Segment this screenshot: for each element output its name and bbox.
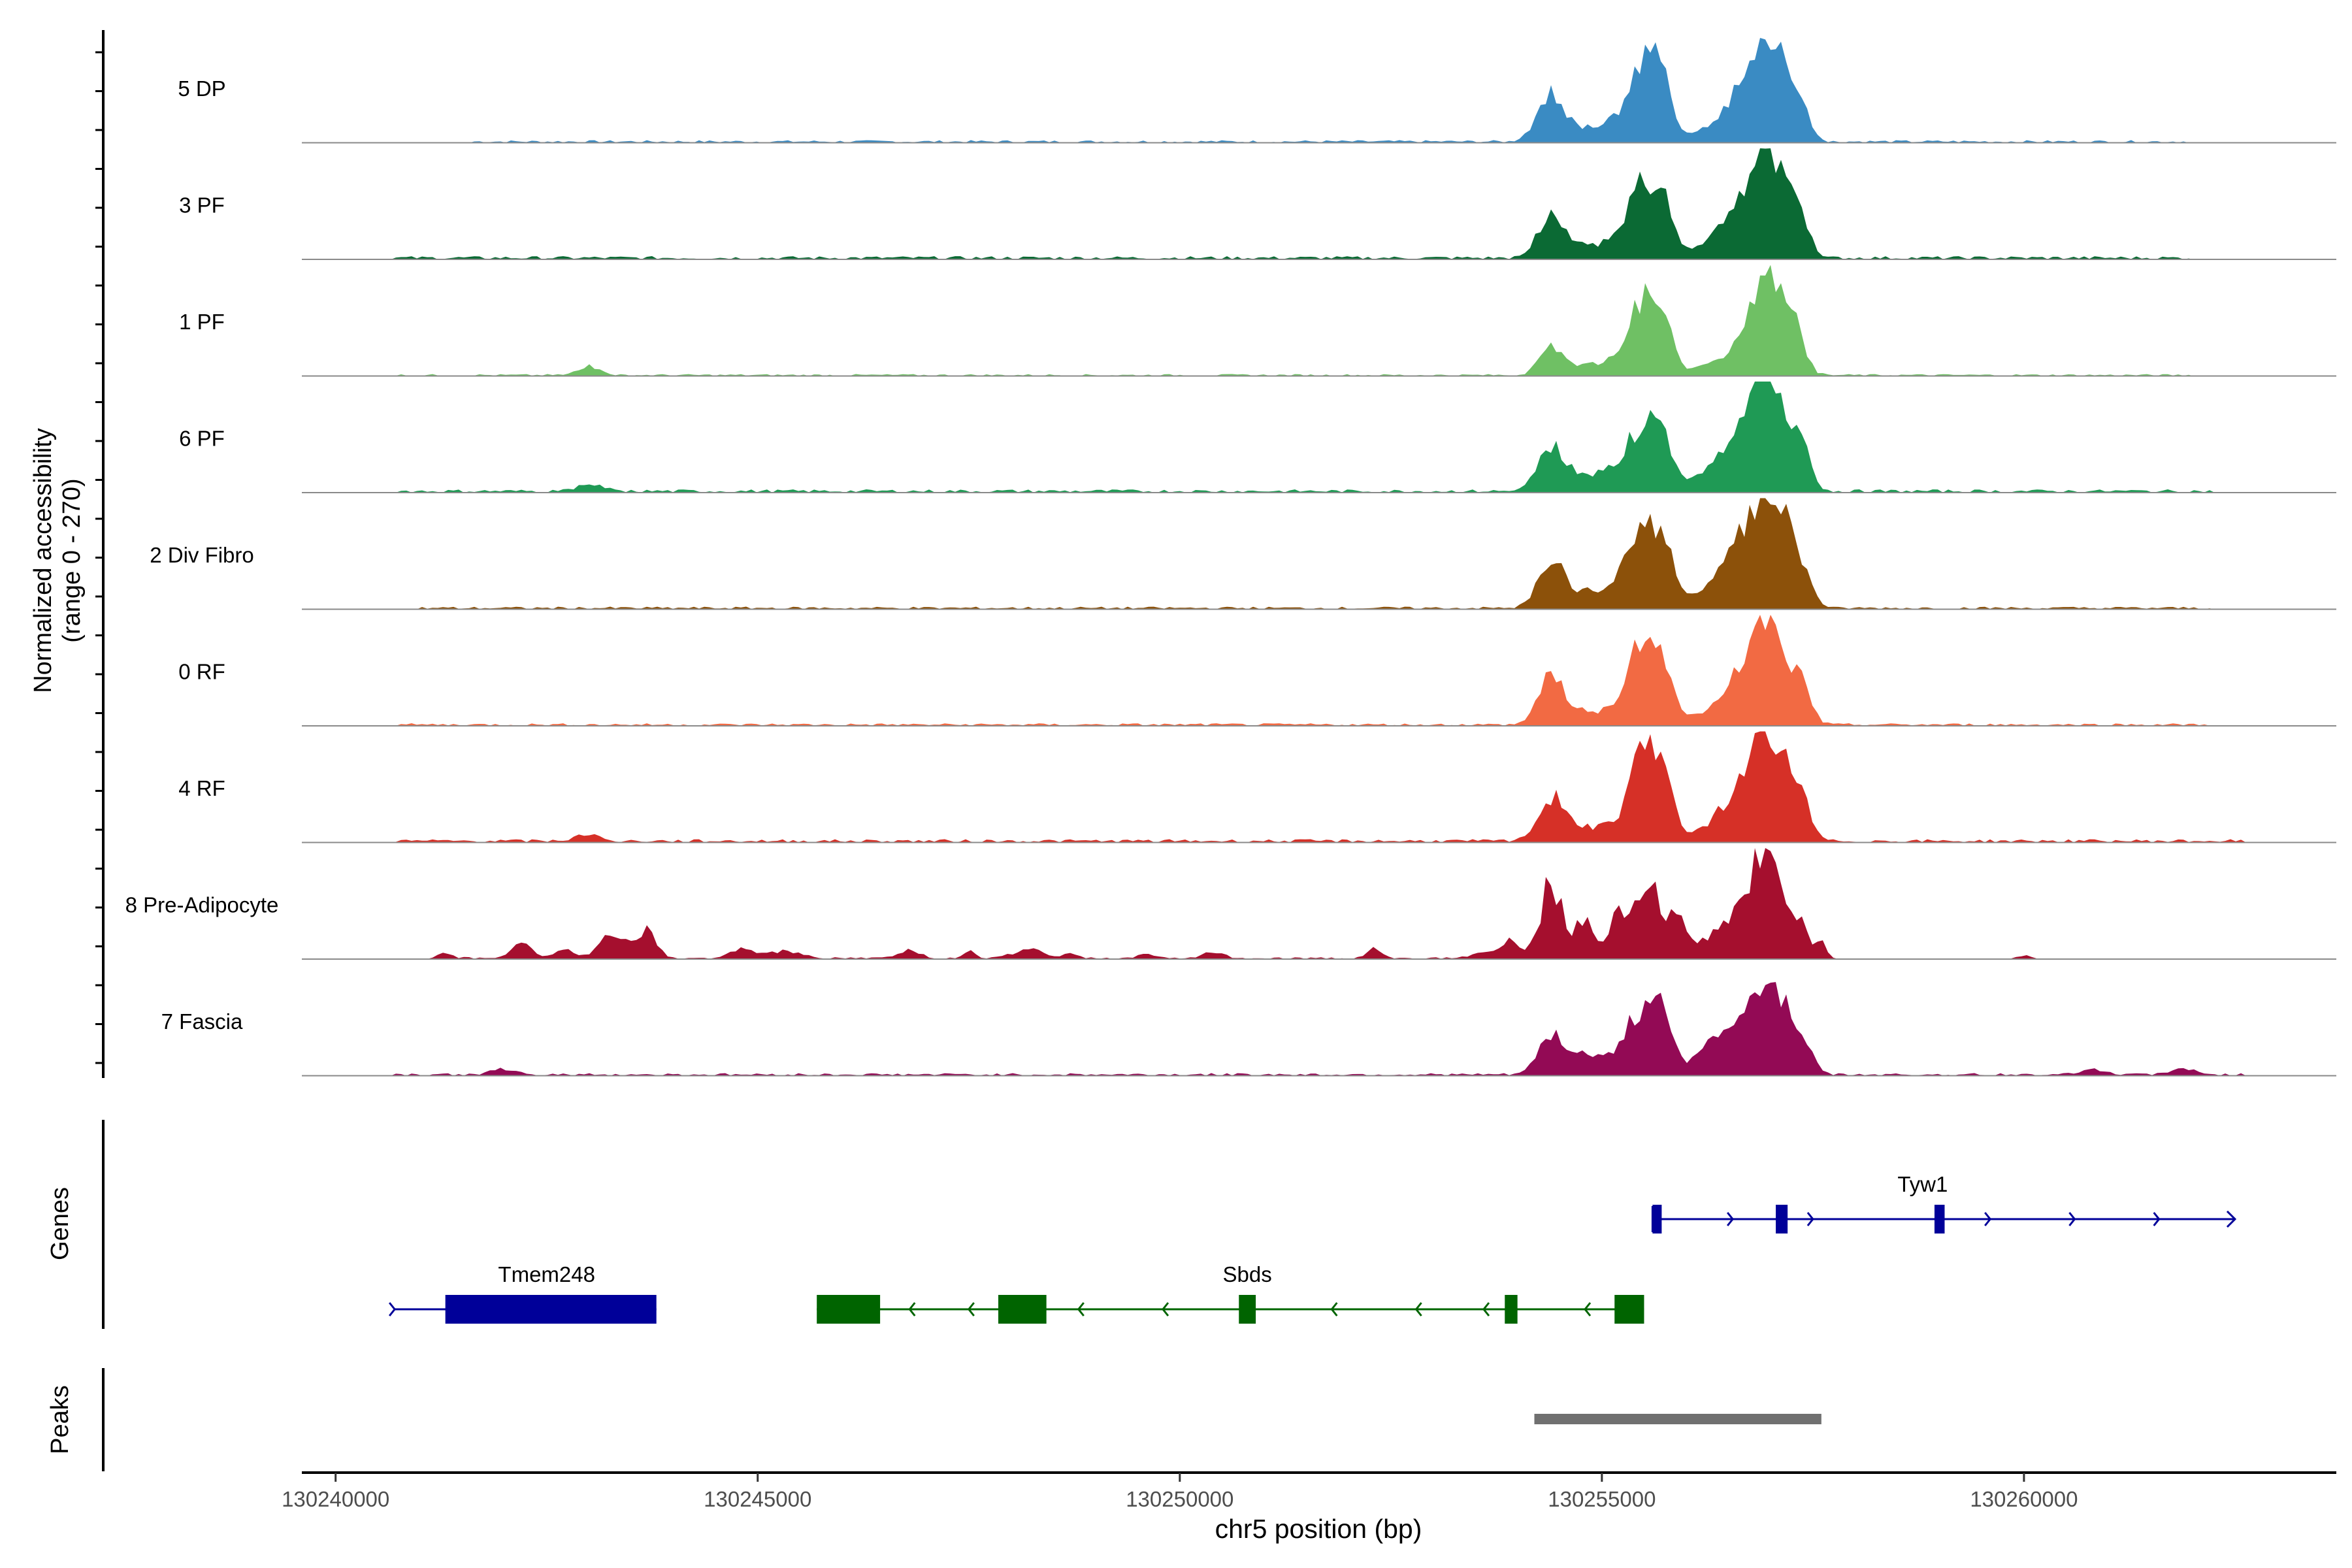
x-tick-label: 130245000 <box>704 1487 811 1511</box>
track-label: 6 PF <box>179 427 225 451</box>
x-tick-label: 130250000 <box>1126 1487 1233 1511</box>
peak-regions <box>1534 1414 1821 1424</box>
y-axis-label-line2: (range 0 - 270) <box>58 478 86 642</box>
gene-tyw1: Tyw1 <box>1651 1172 2237 1233</box>
strand-arrow <box>2153 1212 2161 1226</box>
gene-name-label: Tyw1 <box>1897 1172 1948 1196</box>
track-label: 4 RF <box>178 776 225 800</box>
strand-arrow <box>1414 1302 1422 1316</box>
gene-end-arrow <box>2226 1210 2237 1228</box>
gene-sbds: Sbds <box>817 1262 1644 1324</box>
track-label: 7 Fascia <box>161 1009 243 1034</box>
gene-annotations: Tyw1 Tmem248 Sbds <box>388 1172 2237 1324</box>
coverage-area <box>302 148 2336 259</box>
strand-arrow <box>388 1302 397 1316</box>
x-tick-label: 130255000 <box>1548 1487 1656 1511</box>
track-label: 2 Div Fibro <box>150 543 254 567</box>
peak-region-bar <box>1534 1414 1821 1424</box>
exon <box>1505 1295 1518 1324</box>
coverage-area <box>302 982 2336 1076</box>
exon <box>817 1295 881 1324</box>
coverage-area <box>302 615 2336 726</box>
peaks-panel-label: Peaks <box>46 1385 74 1454</box>
strand-arrow <box>1806 1212 1814 1226</box>
strand-arrow <box>1584 1302 1592 1316</box>
coverage-area <box>302 265 2336 376</box>
genes-panel-label: Genes <box>46 1187 74 1260</box>
strand-arrow <box>2068 1212 2076 1226</box>
x-tick-label: 130240000 <box>282 1487 389 1511</box>
track-label: 3 PF <box>179 193 225 218</box>
strand-arrow <box>1726 1212 1735 1226</box>
exon <box>1652 1205 1662 1233</box>
track-8-pre-adipocyte: 8 Pre-Adipocyte <box>125 848 2336 960</box>
track-4-rf: 4 RF <box>178 731 2336 843</box>
strand-arrow <box>1330 1302 1338 1316</box>
exon <box>1776 1205 1788 1233</box>
strand-arrow <box>908 1302 916 1316</box>
track-5-dp: 5 DP <box>178 38 2336 144</box>
coverage-area <box>302 731 2336 843</box>
track-7-fascia: 7 Fascia <box>161 982 2336 1077</box>
strand-arrow <box>1077 1302 1085 1316</box>
track-2-div-fibro: 2 Div Fibro <box>150 498 2336 610</box>
coverage-area <box>302 498 2336 610</box>
strand-arrow <box>1482 1302 1490 1316</box>
x-axis-label: chr5 position (bp) <box>1215 1514 1422 1544</box>
strand-arrow <box>1984 1212 1992 1226</box>
track-label: 8 Pre-Adipocyte <box>125 893 279 917</box>
y-axis-label-line1: Normalized accessibility <box>29 428 57 693</box>
track-0-rf: 0 RF <box>178 615 2336 727</box>
strand-arrow <box>1162 1302 1169 1316</box>
track-1-pf: 1 PF <box>179 265 2336 377</box>
gene-name-label: Tmem248 <box>498 1262 595 1286</box>
coverage-tracks: 5 DP 3 PF 1 PF 6 PF 2 Div Fibro 0 RF 4 RF 8 Pre… <box>125 38 2336 1077</box>
track-label: 5 DP <box>178 76 225 101</box>
coverage-area <box>302 848 2336 959</box>
gene-name-label: Sbds <box>1223 1262 1272 1286</box>
exon <box>998 1295 1047 1324</box>
x-axis-ticks: 130240000 130245000 130250000 130255000 1302… <box>282 1473 2078 1511</box>
exon <box>1934 1205 1945 1233</box>
strand-arrow <box>1246 1302 1254 1316</box>
track-6-pf: 6 PF <box>179 382 2336 493</box>
coverage-area <box>302 38 2336 143</box>
coverage-y-axis <box>95 30 105 1078</box>
track-3-pf: 3 PF <box>179 148 2336 260</box>
gene-tmem248: Tmem248 <box>388 1262 657 1324</box>
exon <box>1614 1295 1644 1324</box>
exon <box>445 1295 657 1324</box>
x-tick-label: 130260000 <box>1970 1487 2078 1511</box>
track-label: 1 PF <box>179 310 225 334</box>
strand-arrow <box>967 1302 975 1316</box>
track-label: 0 RF <box>178 660 225 684</box>
coverage-area <box>302 382 2336 493</box>
